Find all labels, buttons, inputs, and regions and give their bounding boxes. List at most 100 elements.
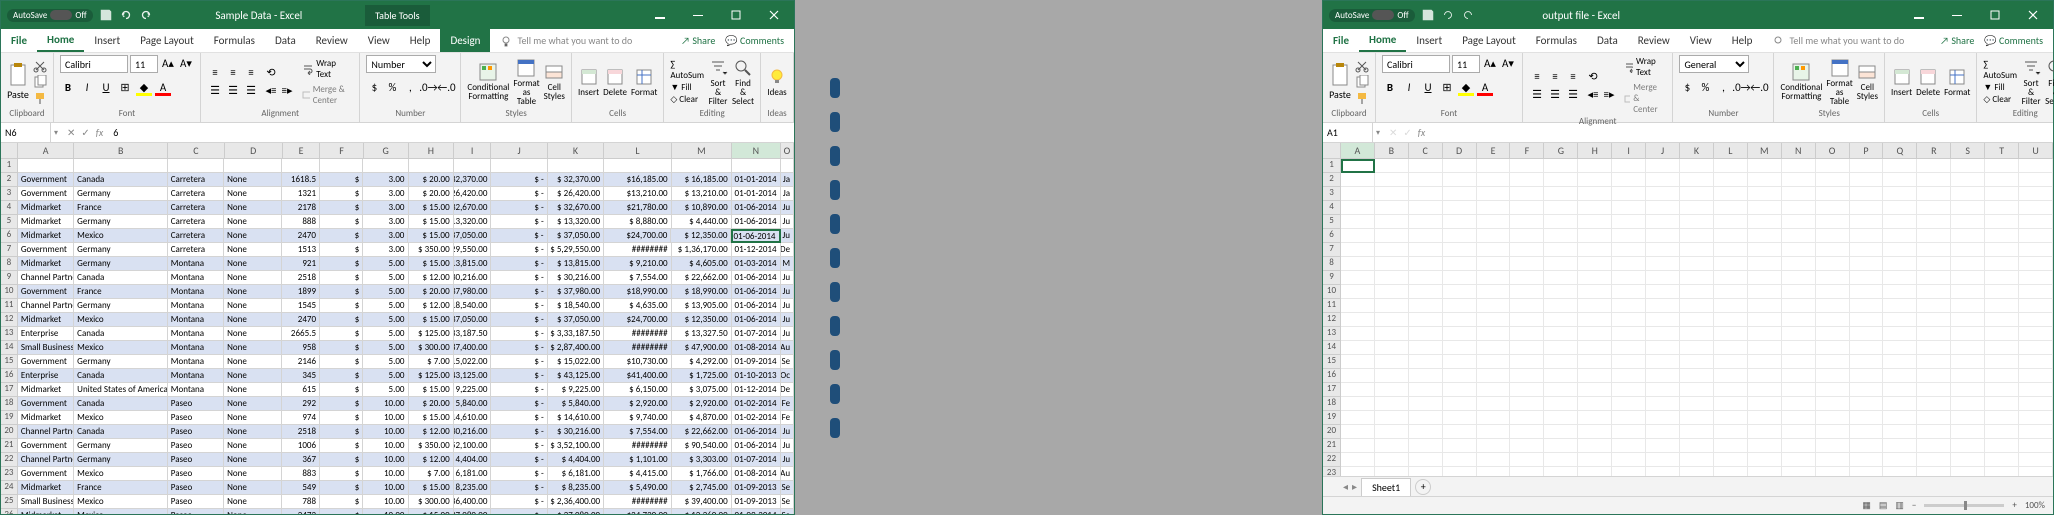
fill-color-button[interactable]: ◆: [136, 79, 152, 95]
cell[interactable]: Government: [18, 187, 74, 201]
cell[interactable]: [1646, 299, 1680, 313]
cell[interactable]: [1782, 341, 1816, 355]
cell[interactable]: [1544, 341, 1578, 355]
align-bottom[interactable]: ≡: [1565, 69, 1581, 85]
minimize-button[interactable]: [680, 1, 716, 29]
menu-view[interactable]: View: [1680, 29, 1722, 52]
cell[interactable]: [2019, 369, 2053, 383]
cell[interactable]: [1883, 453, 1917, 467]
cell[interactable]: $ 15.00: [409, 201, 454, 215]
cell[interactable]: 10.00: [363, 495, 408, 509]
cell[interactable]: [1680, 439, 1714, 453]
share-button[interactable]: ↗ Share: [681, 34, 715, 47]
cell[interactable]: [1646, 313, 1680, 327]
cell[interactable]: $ 125.00: [409, 327, 454, 341]
ideas-button[interactable]: Ideas: [767, 67, 787, 97]
cell[interactable]: Channel Partners: [18, 271, 74, 285]
cell[interactable]: [2019, 257, 2053, 271]
cell[interactable]: [1341, 285, 1375, 299]
cell[interactable]: $ 5,840.00: [548, 397, 604, 411]
percent-format[interactable]: %: [384, 79, 400, 95]
cell[interactable]: [1443, 229, 1477, 243]
cell[interactable]: [1409, 383, 1443, 397]
cell[interactable]: $ 4,292.00: [672, 355, 732, 369]
cell[interactable]: 5.00: [363, 285, 408, 299]
cell[interactable]: [1646, 327, 1680, 341]
cell[interactable]: [1510, 271, 1544, 285]
cell[interactable]: [1477, 411, 1511, 425]
cell[interactable]: [1850, 201, 1884, 215]
cell[interactable]: [1748, 425, 1782, 439]
col-header-E[interactable]: E: [283, 143, 321, 159]
cell[interactable]: $: [320, 215, 363, 229]
cell[interactable]: [2019, 355, 2053, 369]
font-color-button[interactable]: A: [155, 79, 171, 95]
cell[interactable]: Small Business: [18, 341, 74, 355]
align-left[interactable]: ☰: [207, 83, 223, 99]
cell[interactable]: [2019, 229, 2053, 243]
cell[interactable]: [1748, 383, 1782, 397]
cell[interactable]: [1985, 313, 2019, 327]
cell[interactable]: [1409, 439, 1443, 453]
cell[interactable]: [1782, 243, 1816, 257]
cell[interactable]: [1477, 341, 1511, 355]
row-header[interactable]: 3: [1, 187, 18, 201]
cell[interactable]: [1646, 369, 1680, 383]
cell[interactable]: 01-06-2014: [732, 271, 781, 285]
cell[interactable]: 5.00: [363, 313, 408, 327]
cell[interactable]: [1748, 187, 1782, 201]
cell[interactable]: [1782, 313, 1816, 327]
table-header[interactable]: Date: [672, 159, 732, 173]
cell[interactable]: [1850, 453, 1884, 467]
cell[interactable]: Montana: [168, 299, 224, 313]
cell[interactable]: Carretera: [168, 243, 224, 257]
cell[interactable]: [1646, 201, 1680, 215]
cell[interactable]: [1748, 215, 1782, 229]
cell[interactable]: [1816, 243, 1850, 257]
table-header[interactable]: Discounts: [454, 159, 492, 173]
cell[interactable]: Paseo: [168, 397, 224, 411]
cell[interactable]: [1646, 187, 1680, 201]
cell[interactable]: [1544, 313, 1578, 327]
cell[interactable]: [1850, 383, 1884, 397]
cell[interactable]: [1443, 159, 1477, 173]
cell[interactable]: [1850, 313, 1884, 327]
cell[interactable]: [1816, 383, 1850, 397]
cell[interactable]: Canada: [74, 397, 168, 411]
cell[interactable]: [1477, 187, 1511, 201]
col-header-N[interactable]: N: [1782, 143, 1816, 159]
cell[interactable]: $: [320, 467, 363, 481]
cell[interactable]: [1748, 201, 1782, 215]
cell[interactable]: $ 13,210.00: [672, 187, 732, 201]
cell[interactable]: [1341, 467, 1375, 476]
cell[interactable]: $ -: [491, 243, 547, 257]
cell[interactable]: $ 3,52,100.00: [454, 439, 492, 453]
row-header[interactable]: 2: [1323, 173, 1341, 187]
cell[interactable]: [1578, 187, 1612, 201]
cell[interactable]: [1782, 229, 1816, 243]
cell[interactable]: [1510, 285, 1544, 299]
cell[interactable]: [1782, 187, 1816, 201]
cell[interactable]: Channel Partners: [18, 299, 74, 313]
format-painter-icon[interactable]: [33, 91, 47, 105]
cell[interactable]: [1544, 187, 1578, 201]
row-header[interactable]: 24: [1, 481, 18, 495]
cell[interactable]: [1477, 215, 1511, 229]
cell[interactable]: None: [224, 313, 282, 327]
cell[interactable]: [1409, 369, 1443, 383]
cell[interactable]: Carretera: [168, 229, 224, 243]
cell[interactable]: [1714, 453, 1748, 467]
cell[interactable]: [1850, 271, 1884, 285]
cell[interactable]: 1545: [282, 299, 320, 313]
align-bottom[interactable]: ≡: [243, 65, 259, 81]
cell[interactable]: [1409, 215, 1443, 229]
cell[interactable]: $ 13,905.00: [672, 299, 732, 313]
cell[interactable]: [1850, 187, 1884, 201]
cell[interactable]: $ -: [491, 341, 547, 355]
row-header[interactable]: 14: [1323, 341, 1341, 355]
cell[interactable]: [1748, 327, 1782, 341]
cell[interactable]: [1409, 453, 1443, 467]
cell[interactable]: $ -: [491, 173, 547, 187]
cell[interactable]: [1646, 285, 1680, 299]
cell[interactable]: $ 7.00: [409, 355, 454, 369]
